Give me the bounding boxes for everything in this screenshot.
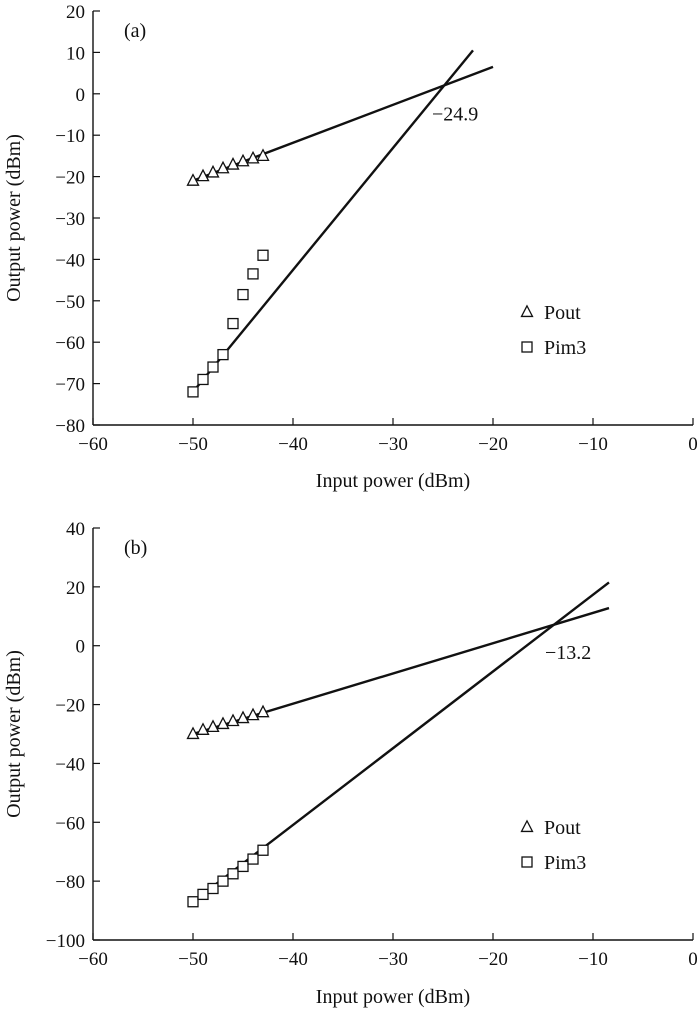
x-axis-title: Input power (dBm) — [316, 470, 470, 492]
data-point-pout — [216, 716, 230, 730]
data-point-pim3 — [197, 373, 209, 386]
data-point-pim3 — [247, 853, 259, 865]
y-tick-label: −80 — [55, 872, 85, 893]
legend-marker-pout — [520, 819, 534, 833]
data-point-pout — [236, 710, 250, 724]
data-point-pim3 — [257, 844, 269, 856]
legend-marker-pim3 — [521, 341, 533, 353]
legend-label-pout: Pout — [544, 817, 581, 839]
x-tick-label: −40 — [278, 949, 308, 970]
y-tick-label: −60 — [55, 333, 85, 354]
chart-panel-1: −60 −50 −40 −30 −20 −10 0−100−80−60−40−2002040… — [3, 519, 698, 1008]
data-point-pout — [216, 160, 230, 174]
panel-label: (a) — [124, 20, 146, 42]
chart-panel-0: −60 −50 −40 −30 −20 −10 0 −80 −70 −60 −50 −40 −30 −20… — [3, 2, 698, 492]
data-point-pout — [186, 726, 200, 740]
x-tick-label: −50 — [178, 949, 208, 970]
data-point-pim3 — [207, 361, 219, 373]
legend-marker-pim3 — [521, 856, 533, 868]
data-point-pim3 — [247, 268, 259, 280]
x-tick-label: −20 — [478, 434, 508, 455]
legend-label-pout: Pout — [544, 302, 581, 324]
y-tick-label: −20 — [55, 696, 85, 717]
data-point-pout — [206, 719, 220, 733]
x-axis-title: Input power (dBm) — [316, 986, 470, 1008]
data-point-pout — [186, 173, 200, 186]
y-tick-label: 0 — [76, 85, 86, 106]
data-point-pim3 — [227, 868, 239, 880]
data-point-pout — [206, 164, 220, 178]
data-point-pim3 — [197, 888, 209, 901]
data-point-pout — [226, 157, 240, 170]
legend-label-pim3: Pim3 — [544, 337, 586, 359]
intercept-annotation: −24.9 — [432, 104, 478, 126]
x-tick-label: −40 — [278, 434, 308, 455]
x-tick-label: −60 — [78, 434, 108, 455]
x-tick-label: −50 — [178, 434, 208, 455]
intercept-annotation: −13.2 — [545, 642, 591, 664]
data-point-pim3 — [187, 386, 199, 398]
y-axis-title: Output power (dBm) — [3, 650, 25, 818]
data-point-pim3 — [257, 249, 269, 261]
y-axis-title: Output power (dBm) — [3, 134, 25, 302]
data-point-pim3 — [227, 317, 239, 330]
y-tick-label: 20 — [66, 578, 85, 599]
data-point-pim3 — [217, 348, 229, 361]
data-point-pim3 — [237, 288, 249, 301]
data-point-pout — [246, 150, 260, 164]
x-tick-label: −30 — [378, 949, 408, 970]
data-point-pout — [196, 168, 210, 182]
data-point-pout — [256, 148, 270, 162]
data-point-pim3 — [237, 860, 249, 873]
data-point-pout — [226, 713, 240, 727]
y-tick-label: −40 — [55, 250, 85, 271]
x-tick-label: −10 — [578, 434, 608, 455]
panel-label: (b) — [124, 537, 147, 559]
y-tick-label: 40 — [66, 519, 85, 540]
y-tick-label: −60 — [55, 813, 85, 834]
y-tick-label: −20 — [55, 168, 85, 189]
data-point-pout — [246, 707, 260, 721]
y-tick-label: −40 — [55, 754, 85, 775]
y-tick-label: 10 — [66, 43, 85, 64]
data-point-pout — [236, 153, 250, 167]
x-tick-label: −20 — [478, 949, 508, 970]
legend-marker-pout — [520, 304, 534, 318]
x-tick-label: 0 — [688, 434, 698, 455]
y-tick-label: −100 — [46, 931, 85, 952]
fit-line-pim3 — [192, 49, 474, 393]
y-tick-label: 20 — [66, 2, 85, 23]
x-tick-label: 0 — [688, 949, 698, 970]
x-tick-label: −30 — [378, 434, 408, 455]
legend-label-pim3: Pim3 — [544, 852, 586, 874]
data-point-pim3 — [217, 875, 229, 887]
x-tick-label: −60 — [78, 949, 108, 970]
data-point-pout — [256, 704, 270, 718]
x-tick-label: −10 — [578, 949, 608, 970]
data-point-pim3 — [207, 882, 219, 895]
y-tick-label: −80 — [55, 416, 85, 437]
y-tick-label: −50 — [55, 292, 85, 313]
y-tick-label: −30 — [55, 209, 85, 230]
data-point-pout — [196, 722, 210, 735]
data-point-pim3 — [187, 896, 199, 908]
y-tick-label: −70 — [55, 375, 85, 396]
y-tick-label: −10 — [55, 126, 85, 147]
y-tick-label: 0 — [76, 637, 86, 658]
